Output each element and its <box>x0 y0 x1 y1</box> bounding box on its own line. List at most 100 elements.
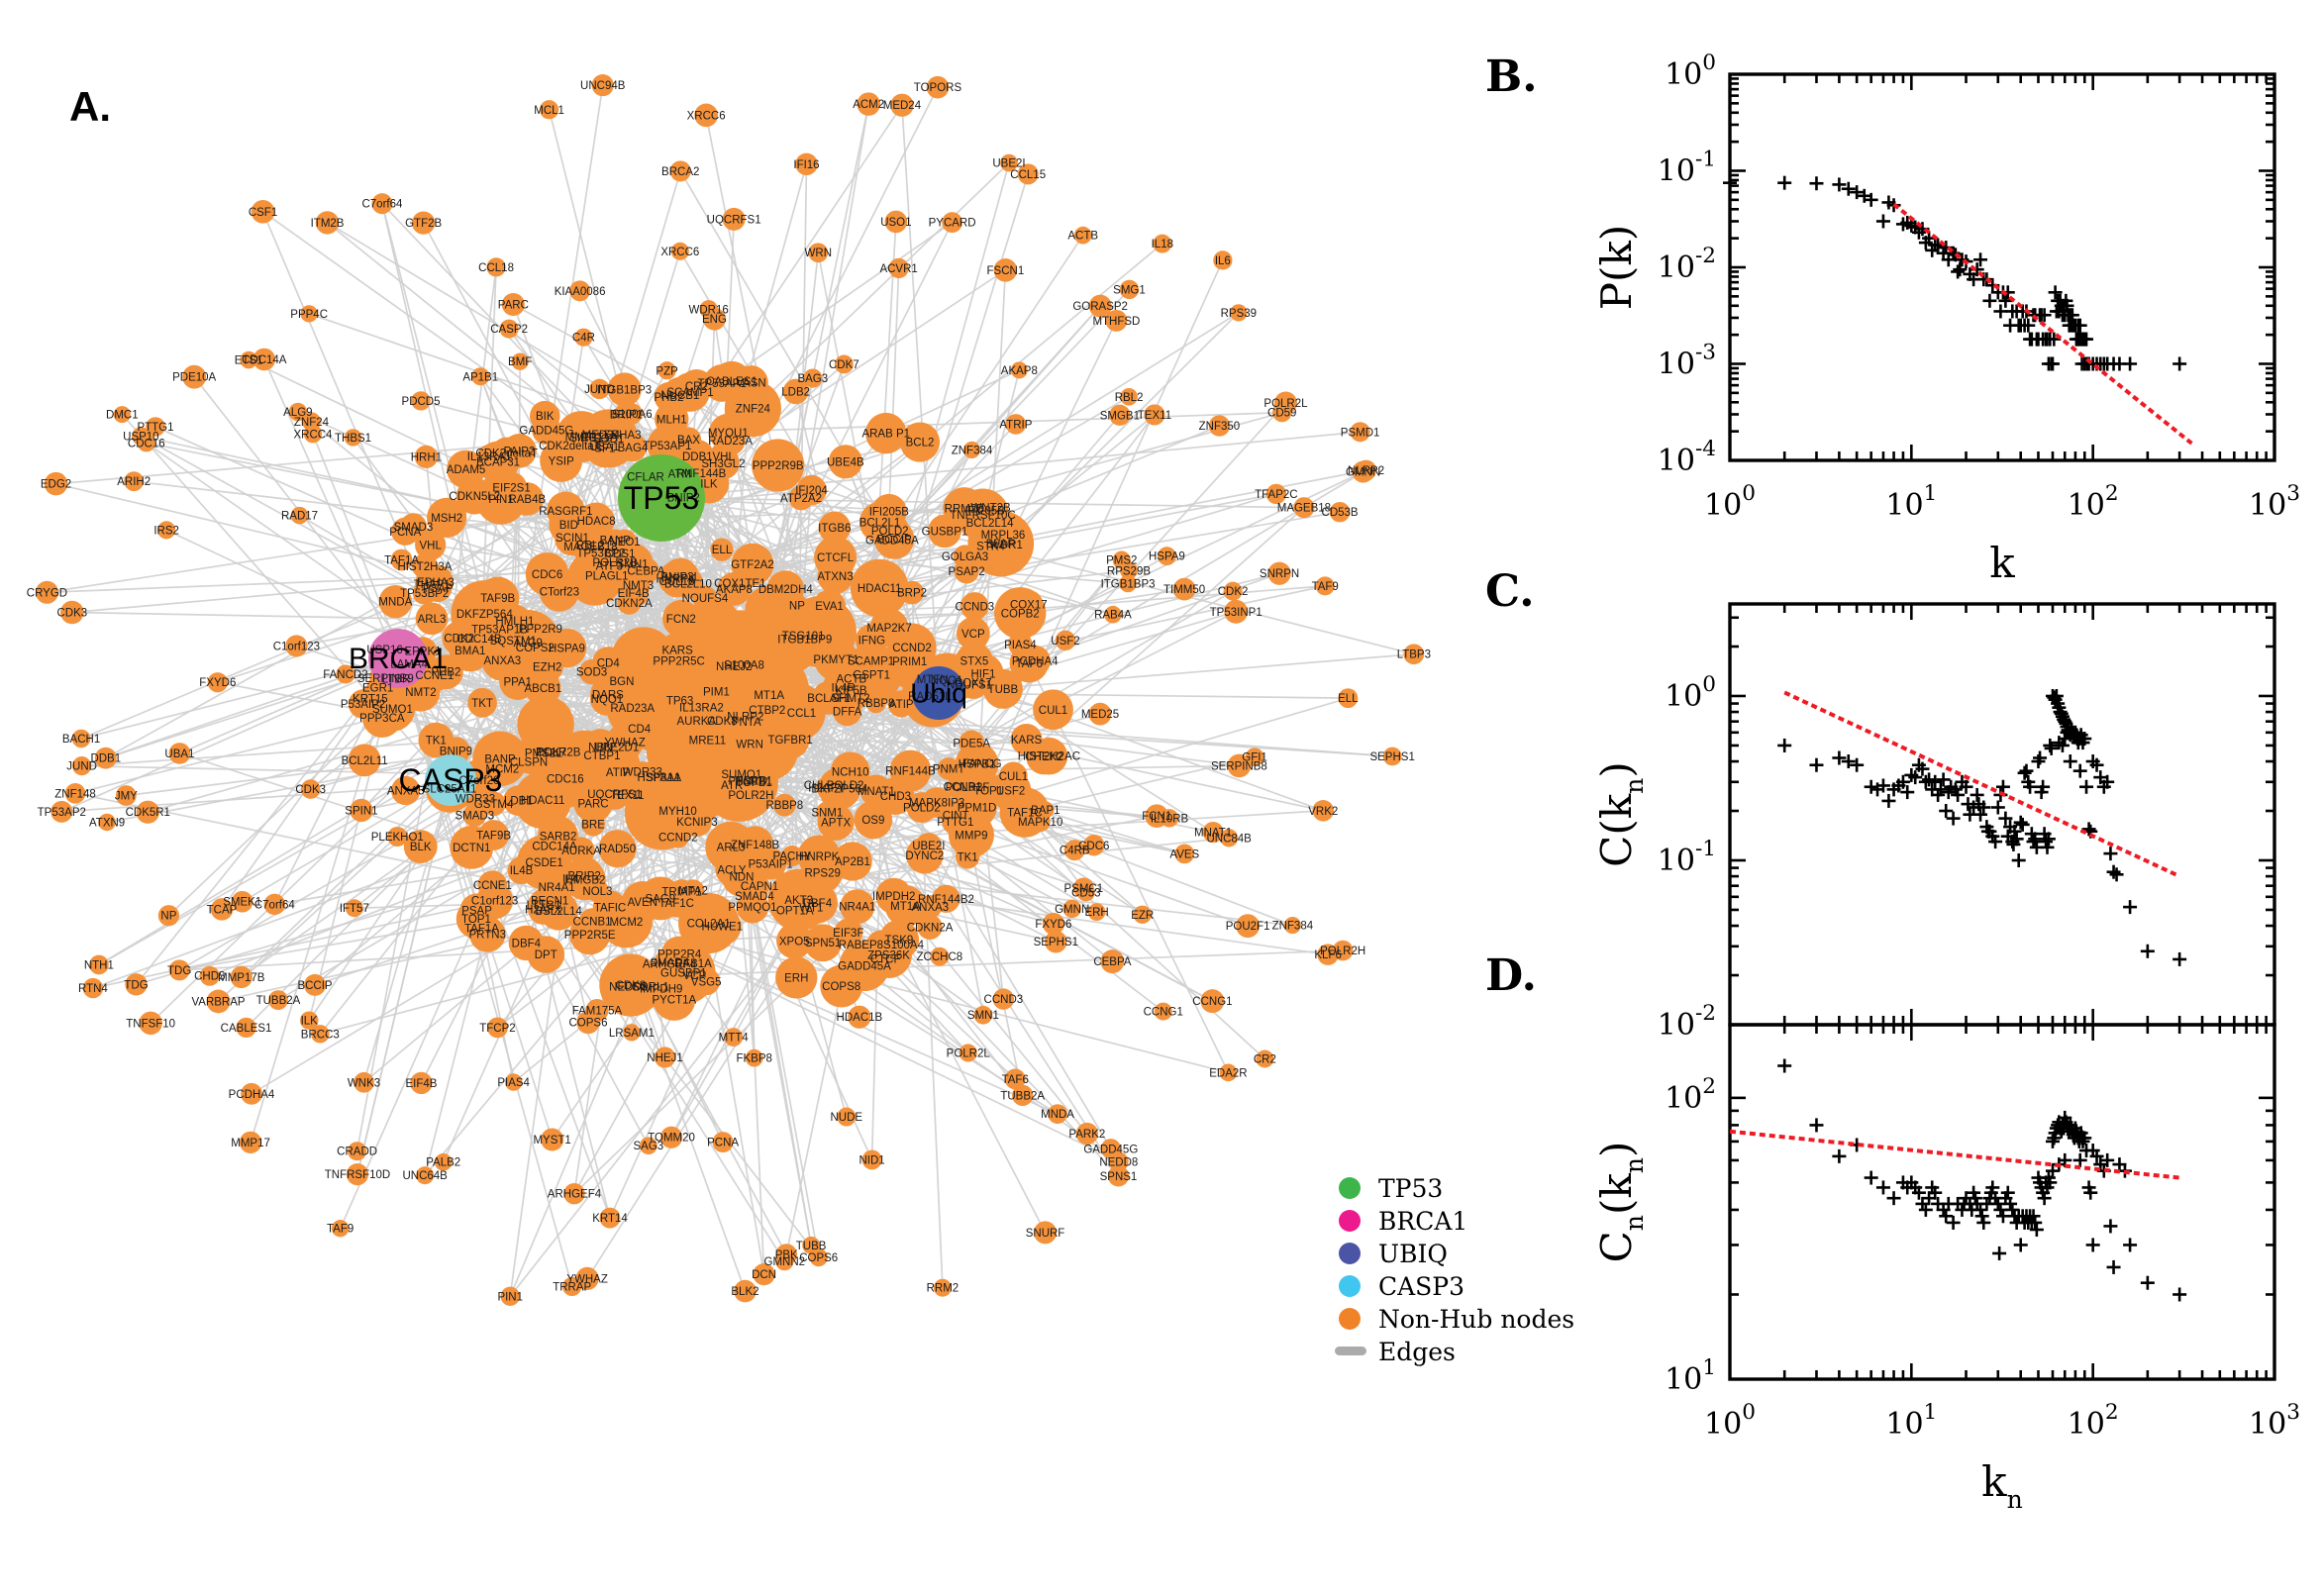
network-node <box>712 1132 734 1153</box>
network-node <box>236 1017 256 1039</box>
node-label: ARHGEF4 <box>548 1189 602 1201</box>
network-node <box>499 319 519 339</box>
node-label: RBBP8 <box>765 800 803 812</box>
node-label: GADD45G <box>1083 1144 1138 1155</box>
node-label: TFAP2C <box>1255 489 1297 501</box>
network-node <box>978 495 1003 520</box>
node-label: DBF4 <box>512 938 542 949</box>
node-label: NMT2 <box>405 687 436 699</box>
legend-label-nonhub: Non-Hub nodes <box>1378 1305 1574 1334</box>
node-label: CRADD <box>337 1147 377 1158</box>
node-label: VCP <box>961 629 985 641</box>
node-label: PYCARD <box>929 218 976 230</box>
node-label: CUL1 <box>999 771 1028 783</box>
node-label: RAB4A <box>1094 610 1132 622</box>
network-node <box>770 720 810 759</box>
network-node <box>231 890 253 913</box>
node-label: SNURF <box>1026 1228 1065 1240</box>
node-label: EIF4B <box>405 1078 437 1090</box>
node-label: CDK7 <box>829 359 859 371</box>
network-node <box>1208 415 1231 437</box>
network-node <box>442 621 476 655</box>
legend-dot-casp3 <box>1339 1275 1361 1297</box>
network-node <box>503 785 534 816</box>
node-label: TOPORS <box>914 82 962 94</box>
legend-label-casp3: CASP3 <box>1378 1272 1464 1301</box>
node-label: CDKN5L2 <box>449 491 500 503</box>
node-label: KIF5B <box>836 685 867 697</box>
node-label: ITGB1BP3 <box>1101 578 1156 590</box>
network-node <box>1245 748 1264 767</box>
node-label: MCM2 <box>609 917 643 929</box>
node-label: TNFRSF10D <box>325 1169 390 1181</box>
network-node <box>820 964 863 1008</box>
node-label: XRCC6 <box>660 247 699 258</box>
network-node <box>661 557 699 596</box>
node-label: CCND3 <box>984 994 1024 1006</box>
node-label: AVEN <box>628 897 657 909</box>
network-node <box>268 990 288 1010</box>
node-label: CTCF <box>870 954 901 966</box>
node-label: BCL2L14 <box>966 518 1015 530</box>
network-node <box>501 293 525 317</box>
node-label: TAFIC <box>594 903 626 915</box>
network-node <box>207 672 228 693</box>
node-label: MRE11 <box>689 736 727 748</box>
network-node <box>1157 547 1176 566</box>
panel-label-d: D. <box>1485 950 1537 1001</box>
network-node <box>659 1126 683 1148</box>
node-label: DCN <box>752 1269 776 1281</box>
network-node <box>722 207 746 231</box>
node-label: FNTA <box>732 717 761 729</box>
network-node <box>304 973 327 996</box>
node-label: GFI1 <box>1242 752 1267 764</box>
node-label: USF2 <box>1051 636 1079 648</box>
network-node <box>1005 414 1027 435</box>
network-node <box>959 1044 977 1062</box>
network-node <box>813 589 846 623</box>
network-node <box>731 543 774 586</box>
network-node <box>884 885 927 927</box>
node-label: CTBP1 <box>583 750 620 762</box>
network-node <box>124 471 145 492</box>
node-label: GORASP2 <box>1072 301 1128 313</box>
node-label: PDCD5 <box>402 396 441 408</box>
network-node <box>599 895 653 948</box>
network-node <box>669 160 691 182</box>
network-node <box>612 969 646 1003</box>
node-label: PPMQO1 <box>728 902 776 914</box>
node-label: IL13RA1 <box>467 451 512 463</box>
node-label: KRT14 <box>592 1213 628 1225</box>
network-node <box>300 779 321 799</box>
network-node <box>752 439 805 492</box>
node-label: IL6 <box>1215 255 1231 267</box>
hub-label-tp53: TP53 <box>624 480 699 516</box>
network-node <box>1109 404 1131 426</box>
node-label: TP63 <box>666 696 694 708</box>
data-points <box>1777 688 2187 966</box>
node-label: EZR <box>1131 910 1154 922</box>
network-edge <box>592 823 1059 1115</box>
network-node <box>574 328 593 347</box>
network-node <box>348 689 378 719</box>
hub-label-casp3: CASP3 <box>399 762 503 798</box>
node-label: ELL <box>712 545 733 556</box>
node-label: MRPL36 <box>981 530 1026 542</box>
network-node <box>288 402 308 422</box>
node-label: NR4A1 <box>839 902 875 914</box>
network-node <box>168 743 191 764</box>
network-node <box>607 372 642 407</box>
node-label: MAPK10 <box>1018 817 1062 829</box>
node-label: BRIP1 <box>610 410 643 422</box>
network-node <box>970 751 993 775</box>
network-edge <box>609 885 760 1219</box>
network-node <box>955 845 980 869</box>
network-node <box>230 965 252 989</box>
node-label: ILK <box>700 478 718 490</box>
x-tick-label: 103 <box>2249 1400 2300 1442</box>
y-axis-label: Cn(kn) <box>1592 1142 1649 1263</box>
network-edge <box>793 163 808 911</box>
node-label: ZNF148B <box>731 840 780 851</box>
node-label: PIAS4 <box>497 1077 530 1089</box>
network-node <box>699 300 718 319</box>
